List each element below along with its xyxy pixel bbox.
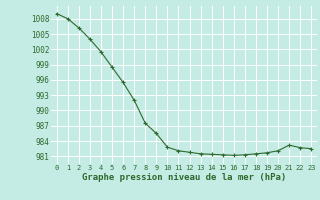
X-axis label: Graphe pression niveau de la mer (hPa): Graphe pression niveau de la mer (hPa) [82,173,286,182]
